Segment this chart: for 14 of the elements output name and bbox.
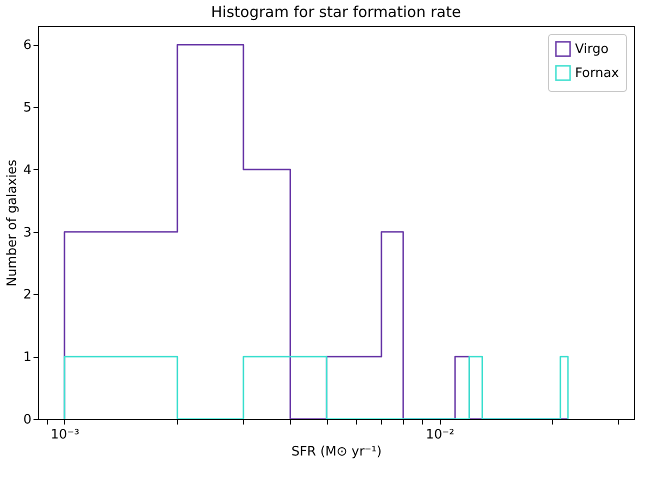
y-tick-label: 4 (23, 162, 32, 178)
y-tick-label: 1 (23, 350, 32, 366)
y-tick-label: 3 (23, 225, 32, 240)
y-tick-label: 0 (23, 412, 32, 428)
y-tick-label: 2 (23, 288, 32, 303)
y-tick-label: 6 (23, 38, 32, 54)
chart-title: Histogram for star formation rate (211, 3, 461, 21)
y-axis-title: Number of galaxies (5, 159, 20, 286)
y-tick-label: 5 (23, 100, 32, 116)
x-tick-label: 10⁻³ (50, 428, 80, 442)
legend-label: Fornax (575, 66, 620, 81)
legend-label: Virgo (575, 42, 609, 57)
x-axis-title: SFR (M⊙ yr⁻¹) (291, 444, 382, 460)
x-tick-label: 10⁻² (426, 428, 454, 442)
